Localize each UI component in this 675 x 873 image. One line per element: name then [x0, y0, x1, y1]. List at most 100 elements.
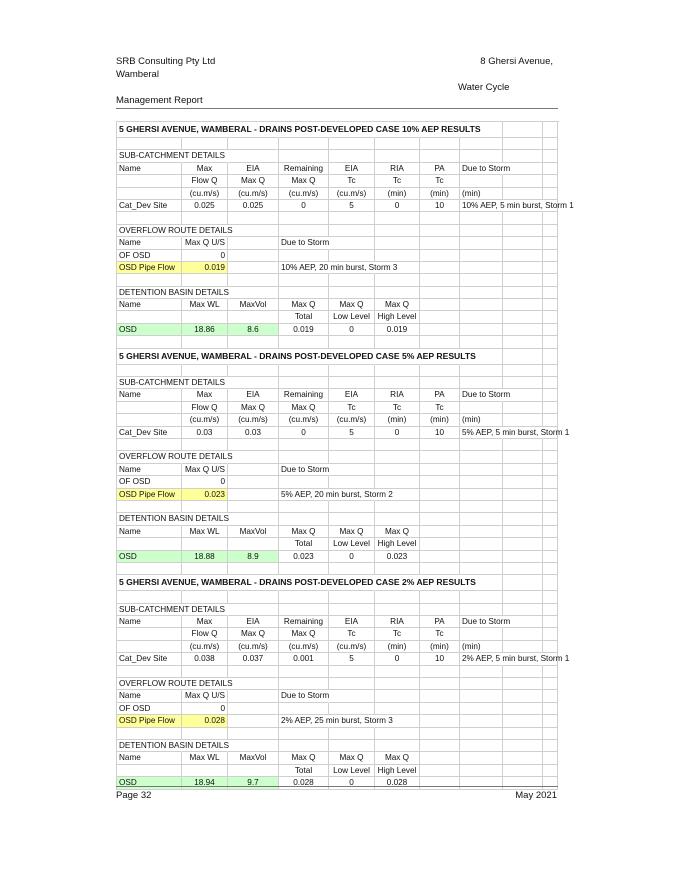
cell: EIA — [228, 389, 279, 402]
cell: Max Q — [279, 628, 329, 641]
cell — [503, 150, 543, 163]
detention-heading-row: DETENTION BASIN DETAILS — [117, 286, 559, 300]
cell — [279, 451, 329, 464]
cell — [228, 500, 279, 514]
detention-header-row: Total Low Level High Level — [117, 538, 559, 551]
cell: OSD Pipe Flow — [117, 715, 182, 728]
cell-text: 5 — [349, 654, 354, 664]
cell — [460, 348, 503, 365]
cell — [503, 640, 543, 654]
cell — [543, 640, 558, 654]
cell — [503, 261, 543, 275]
cell: 0 — [329, 323, 375, 337]
cell-text: Max Q — [291, 176, 316, 186]
cell — [420, 463, 460, 477]
cell — [279, 212, 329, 225]
cell — [279, 150, 329, 163]
cell — [279, 702, 329, 716]
header-divider — [116, 108, 558, 109]
cell: Max Q — [279, 401, 329, 415]
cell-text: Flow Q — [191, 402, 218, 412]
cell — [329, 237, 375, 250]
cell: Name — [117, 463, 182, 477]
cell-text: Max Q U/S — [184, 464, 225, 474]
cell: Low Level — [329, 311, 375, 324]
cell — [543, 237, 558, 250]
site-address: 8 Ghersi Avenue, — [480, 56, 553, 67]
cell-text: Max Q — [384, 753, 410, 763]
cell — [228, 764, 279, 778]
cell — [329, 591, 375, 604]
cell — [503, 603, 543, 617]
cell-text: (cu.m/s) — [336, 641, 367, 651]
cell-text: 0.019 — [386, 324, 408, 334]
cell-text: Max Q — [291, 526, 316, 536]
cell: 5 — [329, 199, 375, 213]
page-number: Page 32 — [116, 790, 152, 801]
cell — [375, 727, 420, 740]
cell-text: Max Q — [384, 526, 410, 536]
cell — [329, 262, 375, 275]
blank-row — [117, 336, 559, 349]
subcatchment-header-row: Name Max EIA Remaining EIA RIA PA Due to Storm — [117, 616, 559, 629]
cell: 10 — [420, 199, 460, 213]
cell — [228, 377, 279, 390]
cell — [460, 175, 503, 188]
cell: (cu.m/s) — [279, 414, 329, 427]
cell: 8.6 — [228, 323, 279, 337]
cell — [329, 500, 375, 514]
subsection-heading: DETENTION BASIN DETAILS — [119, 740, 229, 750]
cell-text: (cu.m/s) — [238, 641, 268, 651]
cell-text: Max — [196, 617, 213, 627]
cell-text: PA — [434, 163, 445, 173]
cell-text: (cu.m/s) — [288, 415, 319, 425]
cell: Tc — [375, 401, 420, 415]
cell: Max Q — [228, 401, 279, 415]
cell-text: Low Level — [333, 539, 370, 549]
cell — [228, 224, 279, 238]
cell — [279, 224, 329, 238]
cell — [503, 364, 543, 378]
cell — [228, 349, 279, 365]
cell-text: Max WL — [189, 300, 220, 310]
cell: Flow Q — [182, 628, 228, 641]
cell — [543, 187, 558, 200]
cell — [543, 348, 558, 365]
cell-text: Name — [119, 753, 141, 763]
cell — [503, 764, 543, 778]
cell — [543, 377, 558, 390]
cell-text: (cu.m/s) — [238, 415, 268, 425]
cell: OF OSD — [117, 702, 182, 716]
cell-text: EIA — [344, 390, 359, 400]
cell — [279, 500, 329, 514]
cell-text: 0.028 — [293, 778, 314, 788]
cell — [375, 150, 420, 163]
cell-text: 0 — [394, 654, 400, 664]
cell — [375, 237, 420, 250]
cell-text: Tc — [435, 176, 444, 186]
cell-text: Total — [294, 312, 313, 322]
cell: Max — [182, 162, 228, 176]
cell: Max Q U/S — [182, 237, 228, 250]
cell: 0.023 — [182, 488, 228, 501]
cell — [279, 665, 329, 679]
company-name: SRB Consulting Pty Ltd — [116, 56, 216, 67]
cell — [543, 591, 558, 604]
detention-data-row: OSD 18.86 8.6 0.019 0 0.019 — [117, 323, 559, 337]
cell — [329, 665, 375, 679]
cell: 0 — [329, 550, 375, 563]
cell — [182, 274, 228, 287]
cell-text: 9.7 — [247, 778, 259, 788]
cell — [420, 715, 460, 728]
blank-row — [117, 274, 559, 287]
cell — [329, 150, 375, 163]
cell — [420, 274, 460, 287]
cell — [375, 562, 420, 576]
cell-text: Max Q U/S — [184, 691, 225, 701]
cell-text: 0 — [220, 703, 225, 713]
cell — [420, 476, 460, 489]
cell: 0 — [329, 777, 375, 790]
cell-text: 2% AEP, 25 min burst, Storm 3 — [281, 716, 393, 726]
cell — [503, 274, 543, 287]
cell: OVERFLOW ROUTE DETAILS — [117, 225, 233, 238]
